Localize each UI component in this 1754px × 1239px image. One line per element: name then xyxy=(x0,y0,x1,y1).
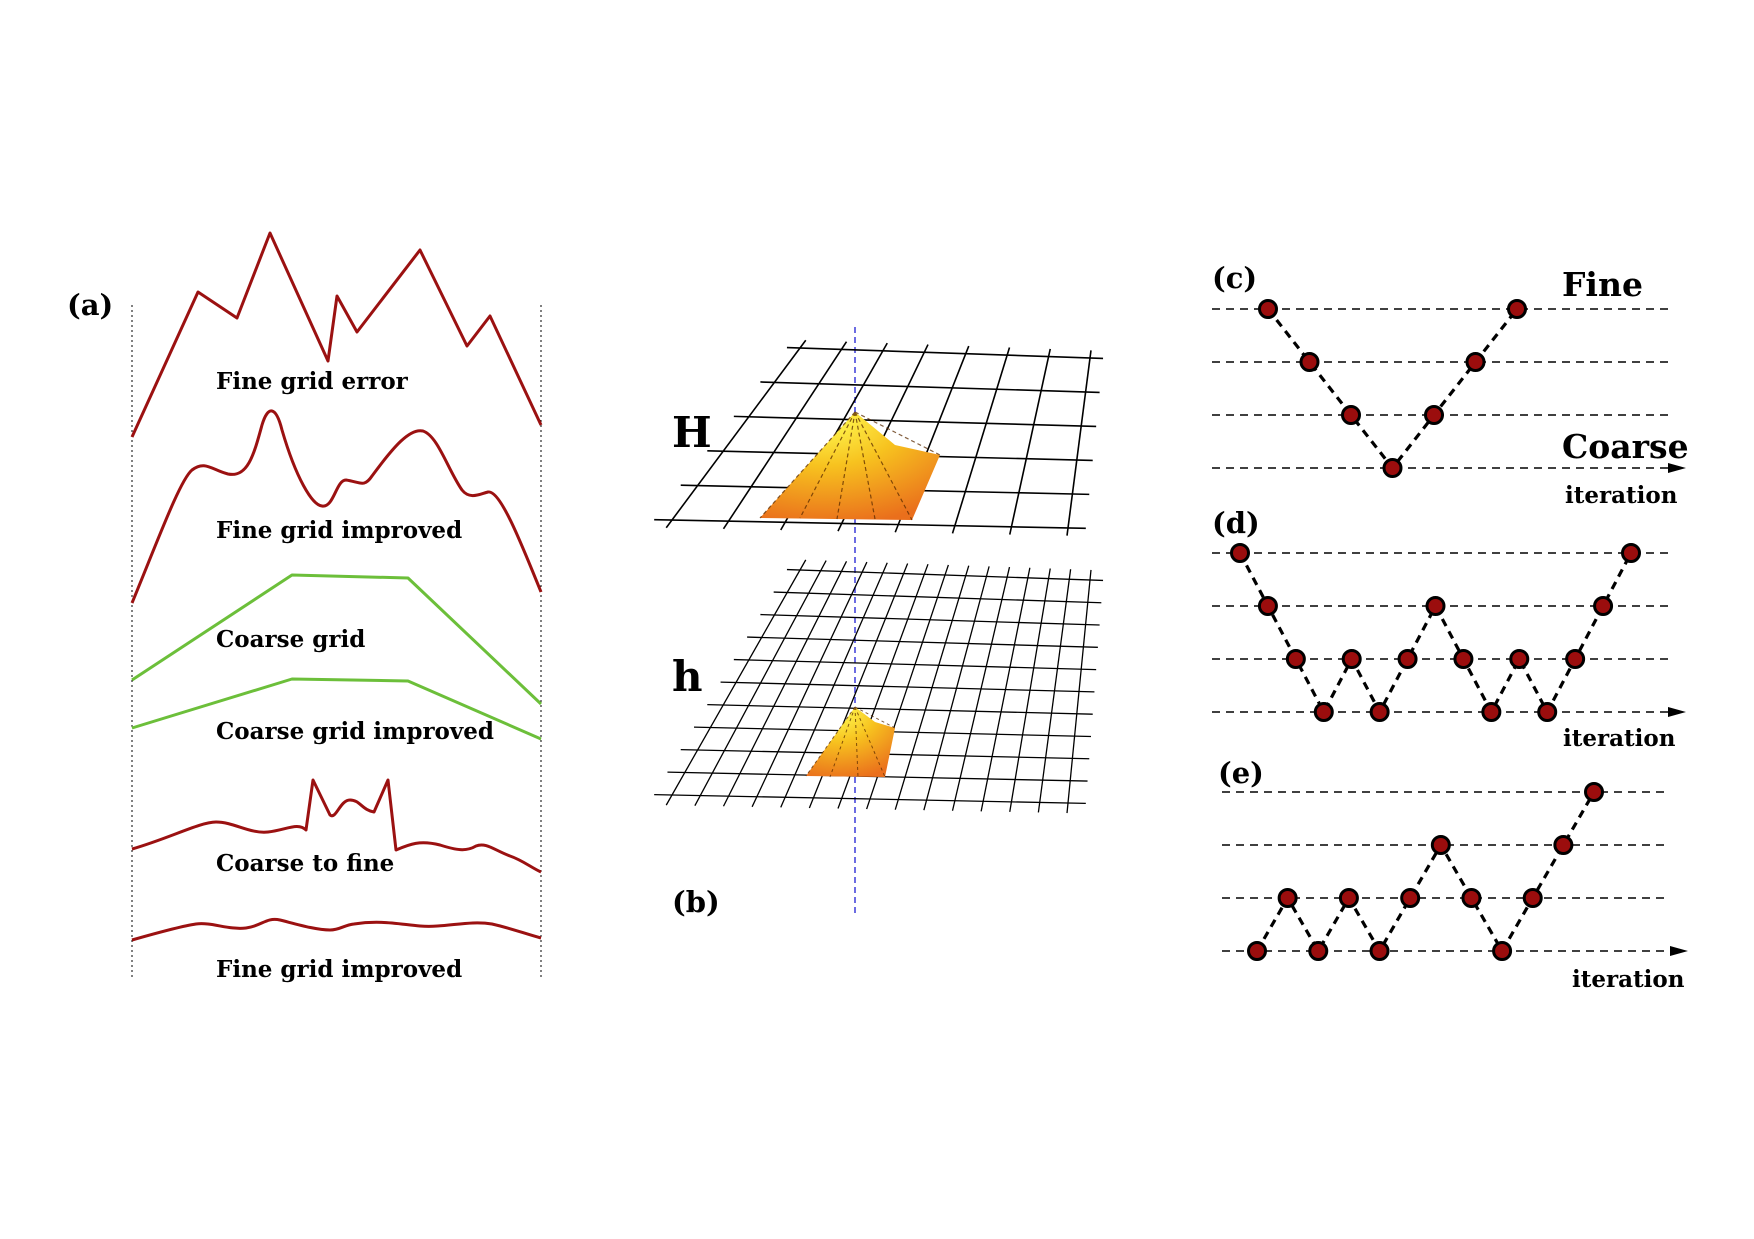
fine-grid-column-line xyxy=(980,567,1031,812)
panel-d-cycle-node xyxy=(1285,649,1306,669)
panel-b-label: (b) xyxy=(672,885,720,919)
panel-d-cycle-node xyxy=(1369,702,1390,722)
fine-grid-pyramid xyxy=(805,706,896,778)
coarse-level-label: Coarse xyxy=(1562,427,1689,466)
panel-b: H h (b) xyxy=(654,327,1104,919)
panel-e-cycle-node xyxy=(1400,888,1421,908)
panel-d-cycle-node xyxy=(1509,649,1530,669)
panel-d: (d) iteration xyxy=(1212,506,1686,752)
coarse-grid-column-line xyxy=(951,347,1011,534)
panel-c: (c) Fine Coarse iteration xyxy=(1212,261,1689,509)
panel-e-cycle-node xyxy=(1338,888,1359,908)
fine-grid-label: h xyxy=(672,652,703,701)
panel-c-cycle-node xyxy=(1258,299,1278,319)
panel-a: (a) Fine grid error Fine grid improved C… xyxy=(67,231,543,983)
coarse-grid-column-line xyxy=(1066,350,1092,536)
panel-c-cycle-node xyxy=(1341,405,1361,425)
panel-d-cycle-node xyxy=(1593,596,1614,616)
coarse-grid-pyramid xyxy=(759,411,941,521)
coarse-grid-row-line xyxy=(760,381,1100,394)
fine-grid-column-line xyxy=(694,560,827,806)
curve-label-fine-grid-improved-2: Fine grid improved xyxy=(216,956,462,983)
panel-e-cycle-path xyxy=(1255,791,1596,955)
coarse-grid-column-line xyxy=(722,341,848,530)
panel-d-cycle-node xyxy=(1621,543,1641,563)
curve-label-fine-grid-improved-1: Fine grid improved xyxy=(216,517,462,544)
curve-label-coarse-grid: Coarse grid xyxy=(216,626,365,653)
panel-e-cycle-node xyxy=(1584,782,1604,802)
curve-coarse-grid xyxy=(131,573,543,706)
curve-label-coarse-grid-improved: Coarse grid improved xyxy=(216,718,494,745)
curve-coarse-grid-improved xyxy=(131,677,542,741)
panel-d-axis-label: iteration xyxy=(1563,725,1676,752)
fine-grid-column-line xyxy=(923,566,990,811)
panel-d-cycle-node xyxy=(1425,596,1446,616)
coarse-grid-column-line xyxy=(665,339,807,529)
panel-c-axis-arrowhead xyxy=(1668,463,1686,473)
fine-grid-column-line xyxy=(751,561,868,808)
panel-d-axis-arrowhead xyxy=(1668,707,1686,717)
panel-d-cycle-node xyxy=(1341,649,1362,669)
panel-c-cycle-node xyxy=(1507,299,1527,319)
panel-d-cycle-node xyxy=(1453,649,1474,669)
panel-e-axis-arrowhead xyxy=(1670,946,1688,956)
panel-d-cycle-node xyxy=(1397,649,1418,669)
panel-c-cycle-node xyxy=(1382,458,1403,478)
fine-level-label: Fine xyxy=(1562,265,1643,304)
panel-e-cycle-node xyxy=(1461,888,1482,908)
coarse-grid-column-line xyxy=(1008,348,1052,535)
panel-e-cycle-node xyxy=(1277,888,1298,908)
panel-e: (e) iteration xyxy=(1218,756,1688,993)
curve-fine-grid-error xyxy=(130,231,543,438)
fine-grid-column-line xyxy=(722,561,848,807)
panel-e-cycle-node xyxy=(1369,941,1390,961)
curve-coarse-to-fine xyxy=(131,778,542,874)
panel-c-cycle-node xyxy=(1465,352,1486,372)
curve-fine-grid-improved-1 xyxy=(130,409,543,604)
curve-fine-grid-improved-2 xyxy=(131,917,542,942)
panel-c-cycle-node xyxy=(1424,405,1444,425)
coarse-grid-label: H xyxy=(672,408,712,457)
fine-grid-column-line xyxy=(1066,569,1092,814)
fine-grid-column-line xyxy=(780,562,888,808)
panel-d-cycle-node xyxy=(1537,702,1558,722)
panel-e-label: (e) xyxy=(1218,756,1264,790)
curve-label-coarse-to-fine: Coarse to fine xyxy=(216,850,394,877)
coarse-grid-row-line xyxy=(786,346,1104,360)
panel-e-cycle-node xyxy=(1247,941,1267,961)
fine-grid-column-line xyxy=(1037,569,1072,813)
fine-grid-column-line xyxy=(951,566,1011,811)
panel-c-cycle-node xyxy=(1299,352,1320,372)
panel-d-cycle-node xyxy=(1481,702,1502,722)
fine-grid-column-line xyxy=(665,559,807,806)
panel-e-cycle-node xyxy=(1492,941,1513,961)
fine-grid-column-line xyxy=(894,565,970,810)
coarse-grid-row-line xyxy=(733,415,1097,428)
panel-d-cycle-node xyxy=(1313,702,1334,722)
panel-c-label: (c) xyxy=(1212,261,1257,295)
curve-label-fine-grid-error: Fine grid error xyxy=(216,368,409,395)
panel-d-label: (d) xyxy=(1212,506,1260,540)
fine-grid-column-line xyxy=(1009,568,1051,813)
coarse-grid-row-line xyxy=(654,518,1086,530)
panel-d-cycle-node xyxy=(1565,649,1586,669)
panel-e-cycle-node xyxy=(1553,835,1574,855)
panel-a-label: (a) xyxy=(67,288,113,322)
panel-d-cycle-node xyxy=(1257,596,1278,616)
panel-e-cycle-node xyxy=(1522,888,1543,908)
panel-c-cycle-path xyxy=(1266,308,1519,471)
panel-d-cycle-node xyxy=(1230,543,1250,563)
panel-e-cycle-node xyxy=(1308,941,1329,961)
panel-e-axis-label: iteration xyxy=(1572,966,1685,993)
panel-c-axis-label: iteration xyxy=(1565,482,1678,509)
panel-d-cycle-path xyxy=(1238,552,1633,716)
panel-e-cycle-node xyxy=(1430,835,1451,855)
